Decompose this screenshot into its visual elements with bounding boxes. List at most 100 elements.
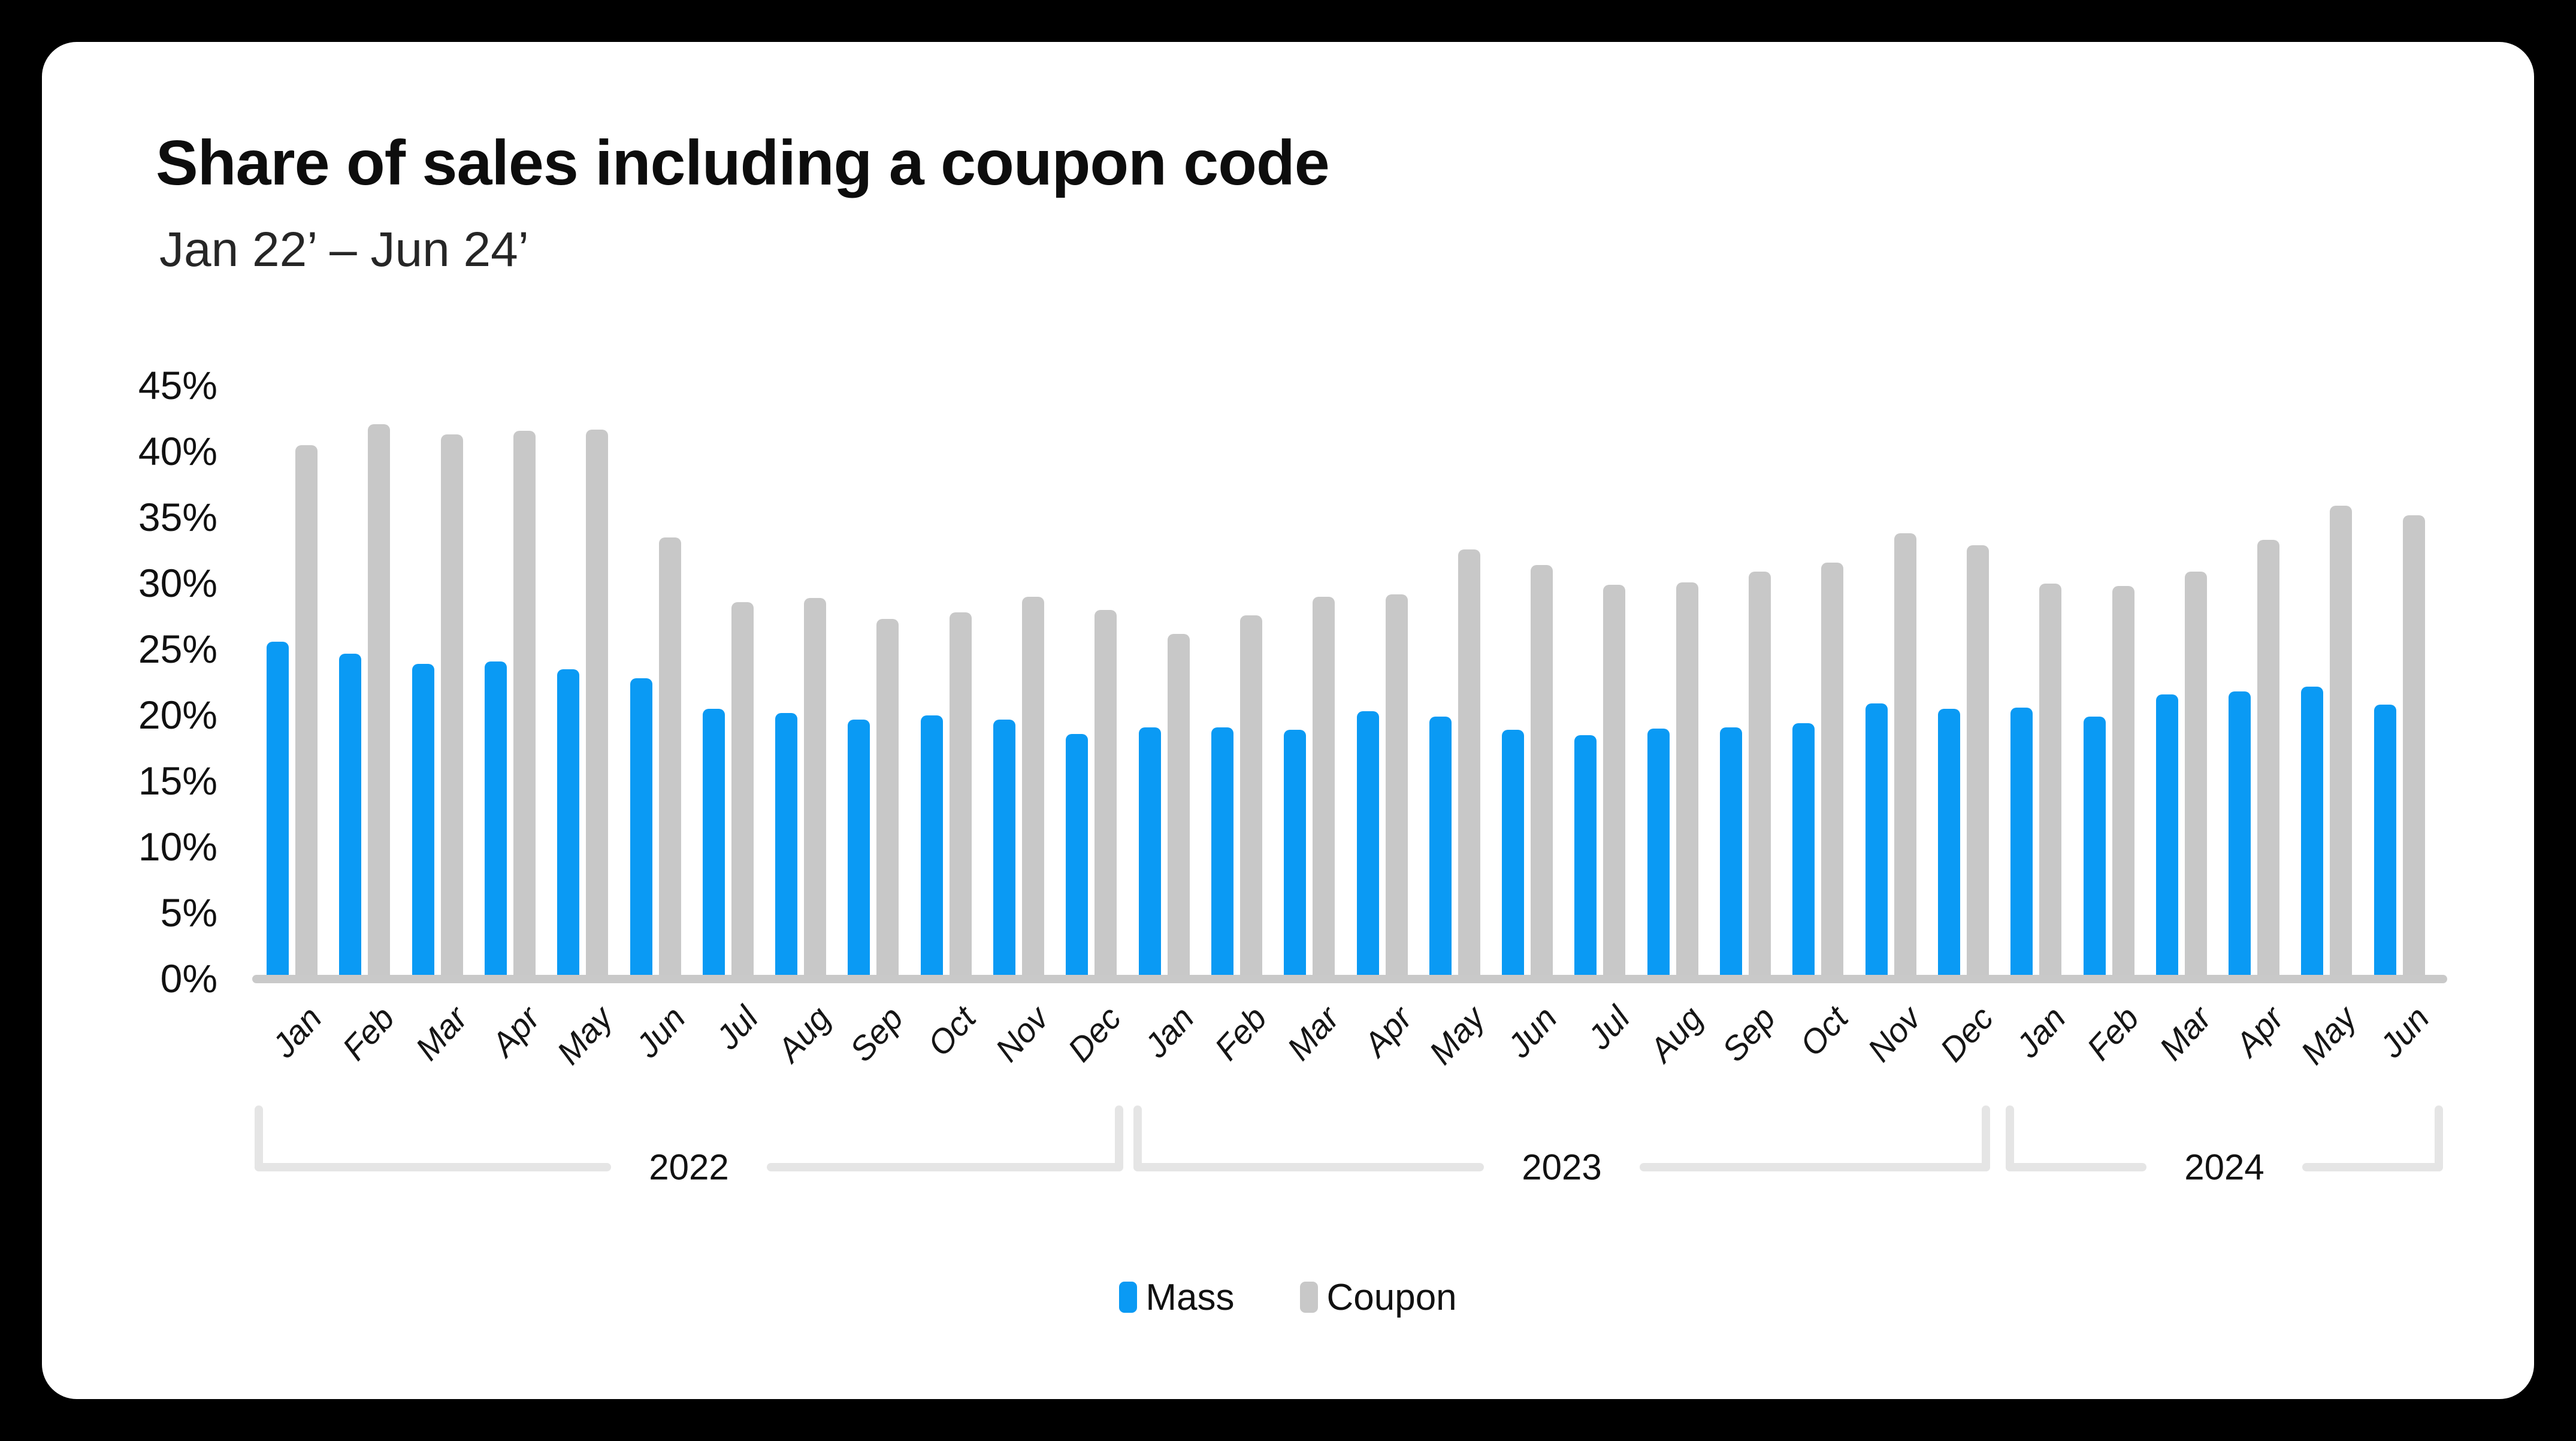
bar-group-2023-Apr <box>1356 594 1408 979</box>
y-axis-tick-label: 45% <box>138 363 217 407</box>
bar-coupon-2022-Jul <box>731 602 754 979</box>
bar-coupon-2024-Apr <box>2257 540 2280 979</box>
bar-coupon-2024-Mar <box>2184 572 2207 979</box>
bar-mass-2023-Feb <box>1211 727 1233 979</box>
bar-group-2024-May <box>2301 506 2353 979</box>
y-axis-tick-label: 20% <box>138 693 217 737</box>
year-label-2022: 2022 <box>643 1146 735 1188</box>
month-label-2024-Apr: Apr <box>2228 999 2291 1064</box>
bar-coupon-2022-Oct <box>949 612 972 979</box>
month-label-2024-May: May <box>2293 999 2364 1072</box>
bar-mass-2023-Nov <box>1865 703 1888 979</box>
month-label-2023-Jan: Jan <box>1136 999 1201 1065</box>
bar-coupon-2023-Sep <box>1749 572 1771 979</box>
y-axis-tick-label: 10% <box>138 824 217 869</box>
y-axis-tick-label: 15% <box>138 759 217 803</box>
bar-mass-2022-Mar <box>412 664 434 979</box>
y-axis-tick-label: 5% <box>160 890 217 935</box>
legend-item-coupon: Coupon <box>1300 1276 1457 1319</box>
year-bracket-line <box>2302 1163 2443 1171</box>
bar-mass-2022-Jul <box>702 709 725 979</box>
year-bracket-line <box>1133 1163 1484 1171</box>
year-label-2023: 2023 <box>1516 1146 1608 1188</box>
bar-mass-2024-Mar <box>2155 694 2178 979</box>
bar-mass-2023-Apr <box>1356 711 1379 979</box>
bar-coupon-2022-Aug <box>804 598 827 979</box>
bar-coupon-2022-Feb <box>368 424 391 979</box>
bar-coupon-2023-Dec <box>1966 545 1989 979</box>
bar-coupon-2024-Jun <box>2402 515 2425 979</box>
bar-group-2022-Jul <box>702 602 754 979</box>
bar-mass-2023-Dec <box>1937 709 1960 979</box>
month-label-2022-Oct: Oct <box>920 999 984 1064</box>
bar-coupon-2023-Nov <box>1894 533 1916 979</box>
bar-group-2023-Sep <box>1720 572 1771 979</box>
bar-coupon-2022-Jan <box>295 445 318 979</box>
bar-coupon-2022-Apr <box>513 430 536 979</box>
month-label-2022-Aug: Aug <box>769 999 838 1069</box>
legend-label-coupon: Coupon <box>1326 1276 1457 1318</box>
bar-group-2022-Apr <box>484 430 536 979</box>
bar-group-2022-Oct <box>920 612 972 979</box>
bar-mass-2023-May <box>1429 717 1452 979</box>
bar-mass-2024-May <box>2301 686 2324 979</box>
year-bracket-line <box>1133 1105 1142 1171</box>
month-label-2022-Nov: Nov <box>987 999 1056 1069</box>
bar-mass-2023-Sep <box>1720 727 1742 979</box>
year-bracket-line <box>2006 1105 2014 1171</box>
legend-label-mass: Mass <box>1145 1276 1235 1318</box>
bar-coupon-2023-Apr <box>1385 594 1408 979</box>
bar-group-2024-Apr <box>2229 540 2280 979</box>
month-label-2023-Nov: Nov <box>1860 999 1928 1069</box>
bar-mass-2022-Sep <box>848 719 870 979</box>
bar-group-2022-Dec <box>1066 610 1117 979</box>
bar-mass-2022-Jan <box>267 641 289 979</box>
legend: Mass Coupon <box>42 1270 2534 1324</box>
bar-group-2024-Mar <box>2155 572 2207 979</box>
year-bracket-2024: 2024 <box>2006 1105 2443 1188</box>
month-label-2022-Sep: Sep <box>842 999 911 1069</box>
bar-coupon-2022-Mar <box>440 434 463 979</box>
bar-coupon-2023-Mar <box>1313 597 1335 979</box>
y-axis-tick-label: 40% <box>138 429 217 473</box>
bar-group-2022-Sep <box>848 619 899 979</box>
bar-mass-2023-Oct <box>1792 723 1815 979</box>
bar-group-2022-Aug <box>775 598 827 979</box>
bar-mass-2023-Aug <box>1647 729 1670 979</box>
month-label-2022-Feb: Feb <box>335 999 402 1068</box>
month-label-2022-Jan: Jan <box>265 999 329 1065</box>
month-label-2023-Jul: Jul <box>1580 999 1637 1056</box>
legend-swatch-mass <box>1119 1282 1138 1313</box>
year-bracket-2022: 2022 <box>255 1105 1123 1188</box>
bar-coupon-2024-Feb <box>2112 586 2134 979</box>
year-bracket-line <box>2006 1163 2146 1171</box>
month-label-2022-Dec: Dec <box>1060 999 1129 1069</box>
bar-coupon-2023-Aug <box>1676 582 1698 979</box>
bar-mass-2023-Mar <box>1284 730 1307 979</box>
month-label-2023-Oct: Oct <box>1792 999 1855 1064</box>
month-label-2024-Jan: Jan <box>2009 999 2073 1065</box>
year-bracket-line <box>255 1163 611 1171</box>
bar-group-2023-Mar <box>1284 597 1335 979</box>
year-bracket-line <box>1982 1105 1990 1171</box>
legend-item-mass: Mass <box>1119 1276 1234 1319</box>
chart-card: Share of sales including a coupon code J… <box>42 42 2534 1399</box>
legend-swatch-coupon <box>1300 1282 1319 1313</box>
bar-coupon-2022-Sep <box>876 619 899 979</box>
month-label-2022-Jun: Jun <box>628 999 693 1065</box>
bar-group-2023-Jan <box>1138 633 1190 979</box>
year-bracket-2023: 2023 <box>1133 1105 1990 1188</box>
bar-coupon-2022-Nov <box>1022 597 1044 979</box>
bar-coupon-2023-Jan <box>1167 633 1190 979</box>
year-bracket-line <box>1640 1163 1990 1171</box>
x-axis-line <box>252 975 2447 983</box>
month-label-2022-Apr: Apr <box>484 999 548 1064</box>
bar-coupon-2022-Jun <box>658 537 681 979</box>
bar-mass-2022-May <box>557 669 580 979</box>
bar-group-2023-Feb <box>1211 615 1262 979</box>
bar-group-2023-Jul <box>1574 585 1626 979</box>
y-axis-tick-label: 30% <box>138 561 217 605</box>
bar-mass-2023-Jun <box>1502 730 1525 979</box>
bar-coupon-2022-May <box>586 429 609 979</box>
